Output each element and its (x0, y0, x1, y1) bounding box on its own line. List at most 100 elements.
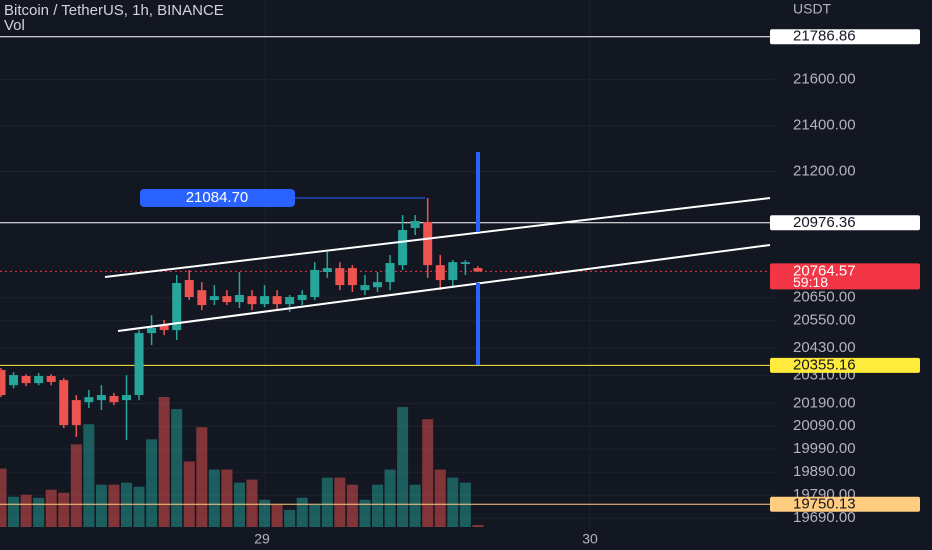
volume-bar (208, 469, 220, 527)
volume-bar (183, 461, 195, 527)
candle-body (0, 370, 6, 396)
volume-bar (0, 468, 7, 527)
price-tag-label: 20976.36 (793, 214, 856, 231)
volume-bar (8, 496, 20, 527)
volume-bar (108, 484, 120, 527)
channel-line (104, 197, 771, 278)
volume-bar (133, 486, 145, 527)
volume-bar (384, 469, 396, 527)
candle-body (59, 380, 69, 426)
x-tick-label: 30 (582, 531, 598, 547)
vol-label: Vol (4, 17, 25, 34)
volume-bar (397, 407, 409, 527)
price-tag-box (770, 215, 920, 231)
candle-body (222, 296, 232, 303)
volume-bar (146, 439, 158, 527)
volume-bar (346, 484, 358, 527)
candle-body (335, 268, 345, 286)
candle-body (373, 282, 382, 288)
candle-body (460, 262, 470, 264)
candle-body (46, 376, 56, 382)
candle-body (34, 376, 44, 384)
volume-bar (58, 492, 70, 527)
candles (0, 197, 483, 441)
candle-body (347, 268, 357, 286)
y-tick-label: 21400.00 (793, 117, 856, 134)
candle-body (134, 333, 144, 396)
candle-body (197, 290, 207, 306)
volume-bar (422, 419, 434, 527)
price-tag-box (770, 496, 920, 512)
price-tag-label: 20355.16 (793, 356, 856, 373)
y-tick-label: 19890.00 (793, 463, 856, 480)
y-tick-label: 21200.00 (793, 162, 856, 179)
candle-body (71, 400, 81, 426)
candle-body (172, 283, 182, 331)
candle-body (109, 395, 119, 403)
candle-body (310, 269, 320, 298)
y-tick-label: 21600.00 (793, 71, 856, 88)
volume-bar (447, 477, 459, 527)
volume-bar (459, 482, 471, 527)
volume-bar (121, 482, 132, 527)
countdown: 59:18 (793, 274, 828, 290)
volume (0, 397, 484, 527)
volume-bar (334, 477, 346, 527)
candle-body (285, 297, 295, 305)
y-tick-label: 20090.00 (793, 417, 856, 434)
candle-body (9, 375, 19, 386)
candle-body (435, 265, 445, 281)
symbol-title: Bitcoin / TetherUS, 1h, BINANCE (4, 2, 224, 19)
volume-bar (95, 484, 107, 527)
price-tag-box (770, 357, 920, 373)
volume-bar (45, 489, 57, 527)
candle-body (96, 395, 106, 401)
price-axis: 21600.00 21400.00 21200.00 20650.00 20550.00… (254, 28, 920, 547)
volume-bar (359, 499, 371, 527)
volume-bar (259, 499, 271, 527)
candle-body (122, 395, 131, 401)
volume-bar (221, 469, 233, 527)
candle-body (423, 221, 433, 266)
price-tag-label: 19750.13 (793, 495, 856, 512)
volume-bar (434, 469, 446, 527)
candle-body (147, 328, 157, 334)
candle-body (84, 397, 94, 403)
price-tag-label: 20764.57 (793, 262, 856, 279)
volume-bar (171, 409, 183, 527)
high-label-box (140, 188, 295, 207)
volume-bar (409, 484, 421, 527)
candle-body (247, 296, 257, 305)
price-tag-box (770, 263, 920, 290)
volume-bar (271, 504, 283, 527)
candle-body (448, 262, 458, 281)
y-tick-label: 20650.00 (793, 289, 856, 306)
candle-body (159, 325, 169, 331)
candle-body (260, 296, 270, 305)
volume-bar (309, 504, 321, 527)
volume-bar (33, 497, 45, 527)
candle-body (473, 268, 483, 272)
candle-body (209, 296, 219, 301)
price-tag-box (770, 29, 920, 45)
volume-bar (372, 484, 383, 527)
candle-body (398, 230, 408, 266)
channel-line (117, 244, 771, 332)
volume-bar (233, 482, 245, 527)
candle-body (184, 280, 194, 298)
candle-body (21, 376, 31, 384)
volume-bar (321, 477, 333, 527)
y-tick-label: 20190.00 (793, 394, 856, 411)
volume-bar (20, 494, 32, 527)
candle-body (385, 263, 395, 283)
candle-body (272, 296, 282, 305)
y-tick-label: 20430.00 (793, 339, 856, 356)
volume-bar (70, 444, 82, 527)
y-tick-label: 20550.00 (793, 312, 856, 329)
candle-body (322, 268, 332, 273)
volume-bar (296, 497, 308, 527)
volume-bar (196, 427, 208, 527)
price-lines: 21084.70 (0, 36, 775, 505)
candle-body (410, 221, 420, 228)
